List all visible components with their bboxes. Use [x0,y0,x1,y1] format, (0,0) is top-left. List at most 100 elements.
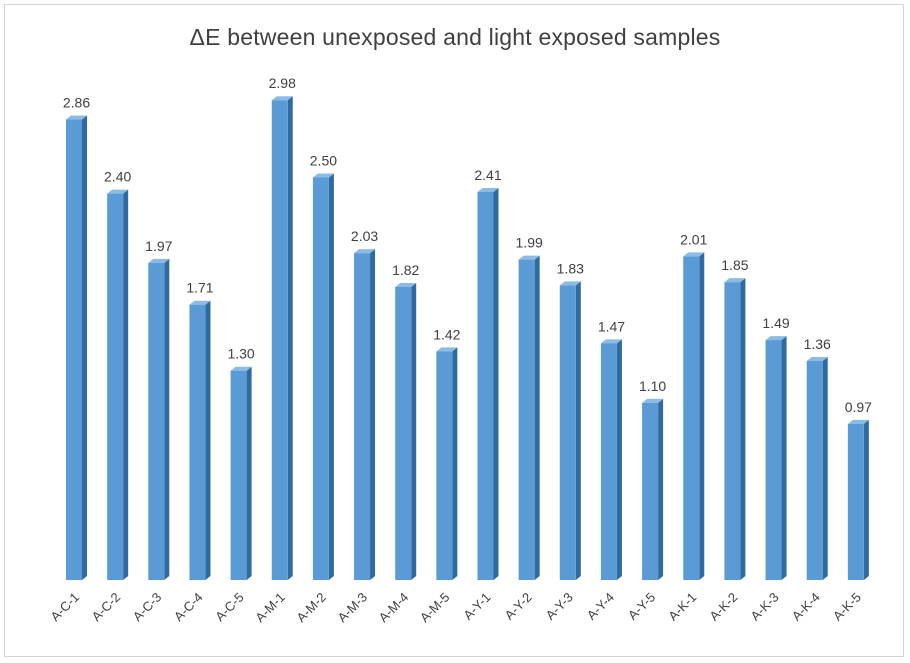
category-label: A-C-2 [89,590,124,625]
value-label: 1.97 [145,238,172,254]
bar [312,173,334,580]
bar-top [724,278,746,283]
bar [477,187,499,581]
bar-front [806,361,823,580]
bar-side [740,278,746,580]
bar-front [395,286,412,580]
value-label: 1.36 [804,336,831,352]
bar-top [271,96,293,101]
bar-side [699,252,705,580]
bar-front [66,119,82,580]
value-label: 2.03 [351,228,378,244]
bar [271,96,293,580]
bar [765,336,787,580]
bar-front [312,177,329,580]
bar [354,249,376,581]
bar-front [271,100,288,580]
bar-front [189,304,206,580]
bar-front [724,282,741,580]
category-label: A-Y-4 [584,590,617,623]
value-label: 1.83 [557,260,584,276]
bar-top [312,173,334,178]
category-label: A-C-3 [130,590,165,625]
bar-front [148,262,165,580]
bar-side [781,336,787,580]
value-label: 1.85 [721,257,748,273]
bar-side [205,300,211,580]
value-label: 1.82 [392,262,419,278]
bar-side [822,357,828,580]
category-label: A-M-1 [252,590,288,626]
bar-side [82,115,87,580]
value-label: 1.30 [227,346,254,362]
bar-side [328,173,334,580]
chart-title: ΔE between unexposed and light exposed s… [189,24,721,50]
bar-side [658,398,664,580]
bar-top [765,336,787,341]
bar-side [575,281,581,580]
value-label: 2.86 [63,95,90,111]
bar-top [518,255,540,260]
bar-front [559,285,576,580]
bar [724,278,746,580]
value-label: 2.98 [269,75,296,91]
bar-top [354,249,376,254]
category-labels-layer: A-C-1 A-C-2 A-C-3 A-C-4 A-C-5 A-M-1 A-M-2 A-M-3… [48,590,864,626]
bar-side [616,339,622,580]
value-labels-layer: 2.86 2.40 1.97 1.71 1.30 2.98 2.50 2.03 1.82 1.42… [63,75,872,415]
bar-side [287,96,293,580]
bar-top [107,189,129,194]
bar [559,281,581,580]
bar-top [600,339,622,344]
bar [189,300,211,580]
bar [518,255,540,581]
value-label: 1.10 [639,378,666,394]
bar [847,419,869,580]
bar-top [806,357,828,362]
category-label: A-M-4 [376,590,412,626]
value-label: 1.47 [598,318,625,334]
value-label: 1.42 [433,326,460,342]
category-label: A-C-1 [48,590,83,625]
bar [66,115,87,580]
category-label: A-Y-2 [502,590,535,623]
bar [148,258,170,580]
bar-front [354,253,371,581]
value-label: 1.71 [186,280,213,296]
bar [107,189,129,580]
category-label: A-K-2 [706,590,740,624]
bar-side [863,419,869,580]
bar-top [683,252,705,257]
bar-top [642,398,664,403]
value-label: 2.41 [474,167,501,183]
bar [806,357,828,580]
bar-front [518,259,535,580]
bar-top [230,366,252,371]
bar-front [765,340,782,580]
value-label: 1.49 [762,315,789,331]
bar-top [436,347,458,352]
bar [642,398,664,580]
bar-side [164,258,170,580]
bar-front [642,402,659,580]
bar-front [107,193,124,580]
category-label: A-K-5 [830,590,864,624]
bar-side [246,366,252,580]
category-label: A-K-3 [748,590,782,624]
bar-front [230,370,247,580]
bar [436,347,458,580]
bar-top [148,258,170,263]
bar-front [683,256,700,580]
bar [683,252,705,580]
category-label: A-M-2 [293,590,329,626]
value-label: 0.97 [845,399,872,415]
bar [230,366,252,580]
bar-side [123,189,129,580]
bar-side [411,282,417,580]
value-label: 2.40 [104,169,131,185]
category-label: A-C-4 [171,590,206,625]
value-label: 1.99 [516,235,543,251]
bar-top [559,281,581,286]
category-label: A-Y-1 [460,590,493,623]
category-label: A-M-5 [417,590,453,626]
